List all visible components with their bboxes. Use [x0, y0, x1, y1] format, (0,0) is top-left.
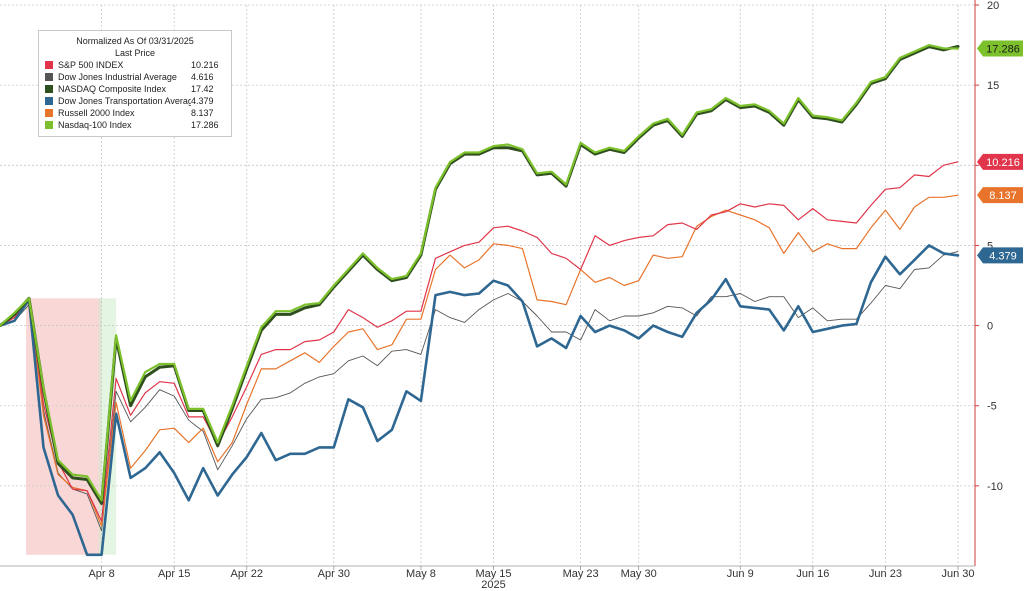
grid-lines: [0, 4, 975, 566]
legend-name-dow-industrials: Dow Jones Industrial Average: [58, 72, 177, 82]
x-year-label: 2025: [481, 579, 505, 591]
x-tick-label: Apr 15: [158, 568, 190, 580]
x-tick-label: May 30: [621, 568, 657, 580]
series-line-russell-2000-index: [0, 194, 959, 527]
y-tick-label: 15: [987, 80, 999, 92]
legend-name-russell-2000: Russell 2000 Index: [58, 108, 135, 118]
highlight-band-1: [26, 298, 102, 555]
y-tick-label: -10: [987, 481, 1003, 493]
x-tick-label: Jun 23: [869, 568, 902, 580]
legend-name-nasdaq-100: Nasdaq-100 Index: [58, 120, 132, 130]
y-tick-label: -5: [987, 401, 997, 413]
last-value-tag: [977, 187, 1023, 204]
series-line-dow-jones-transportation-average: [0, 244, 960, 557]
series-line-nasdaq-100-index: [0, 44, 960, 502]
last-value-text: 4.379: [989, 250, 1017, 262]
x-tick-label: Apr 8: [88, 568, 114, 580]
legend-value-dow-transports: 4.379: [191, 96, 214, 106]
x-tick-label: Apr 22: [231, 568, 263, 580]
legend-swatch-nasdaq-100: [45, 121, 53, 129]
legend-value-dow-industrials: 4.616: [191, 72, 214, 82]
last-value-text: 8.137: [989, 190, 1017, 202]
last-value-text: 10.216: [986, 157, 1020, 169]
x-tick-label: Apr 30: [318, 568, 350, 580]
y-tick-label: 5: [987, 240, 993, 252]
last-value-label: 4.379: [977, 247, 1023, 264]
legend-title: Normalized As Of 03/31/2025: [76, 36, 194, 46]
legend-swatch-sp500: [45, 61, 53, 69]
last-value-tag: [977, 40, 1023, 57]
x-tick-label: Jun 9: [727, 568, 754, 580]
last-value-text: 17.286: [986, 44, 1020, 56]
last-value-label: 17.286: [977, 40, 1023, 57]
legend-value-nasdaq-composite: 17.42: [191, 84, 214, 94]
legend-name-nasdaq-composite: NASDAQ Composite Index: [58, 84, 167, 94]
legend-entry-sp500: S&P 500 INDEX 10.216: [45, 59, 225, 71]
legend-name-dow-transports: Dow Jones Transportation Average: [58, 96, 191, 106]
legend-entry-dow-industrials: Dow Jones Industrial Average 4.616: [45, 71, 225, 83]
legend-swatch-dow-transports: [45, 97, 53, 105]
legend-value-nasdaq-100: 17.286: [191, 120, 219, 130]
last-value-tag: [977, 247, 1023, 264]
legend-entry-nasdaq-100: Nasdaq-100 Index 17.286: [45, 119, 225, 131]
legend-value-sp500: 10.216: [191, 60, 219, 70]
legend-subtitle: Last Price: [114, 48, 156, 58]
legend: Normalized As Of 03/31/2025 Last Price S…: [38, 30, 232, 137]
series-line-dow-jones-industrial-average: [0, 251, 959, 532]
legend-swatch-nasdaq-composite: [45, 85, 53, 93]
last-value-label: 10.216: [977, 153, 1023, 170]
x-tick-label: May 15: [475, 568, 511, 580]
last-value-tag: [977, 153, 1023, 170]
legend-swatch-dow-industrials: [45, 73, 53, 81]
series-lines: [0, 44, 960, 557]
legend-entry-russell-2000: Russell 2000 Index 8.137: [45, 107, 225, 119]
last-value-label: 8.137: [977, 187, 1023, 204]
y-tick-label: 20: [987, 0, 999, 12]
legend-entry-dow-transports: Dow Jones Transportation Average 4.379: [45, 95, 225, 107]
legend-swatch-russell-2000: [45, 109, 53, 117]
x-tick-label: Jun 30: [941, 568, 974, 580]
y-tick-label: 0: [987, 321, 993, 333]
last-value-labels: 17.286 10.216 8.137 4.379: [977, 40, 1023, 264]
x-tick-label: May 23: [563, 568, 599, 580]
x-tick-label: May 8: [406, 568, 436, 580]
x-tick-label: Jun 16: [796, 568, 829, 580]
legend-entry-nasdaq-composite: NASDAQ Composite Index 17.42: [45, 83, 225, 95]
series-line-s-p-500-index: [0, 161, 959, 522]
legend-name-sp500: S&P 500 INDEX: [58, 60, 124, 70]
legend-value-russell-2000: 8.137: [191, 108, 214, 118]
